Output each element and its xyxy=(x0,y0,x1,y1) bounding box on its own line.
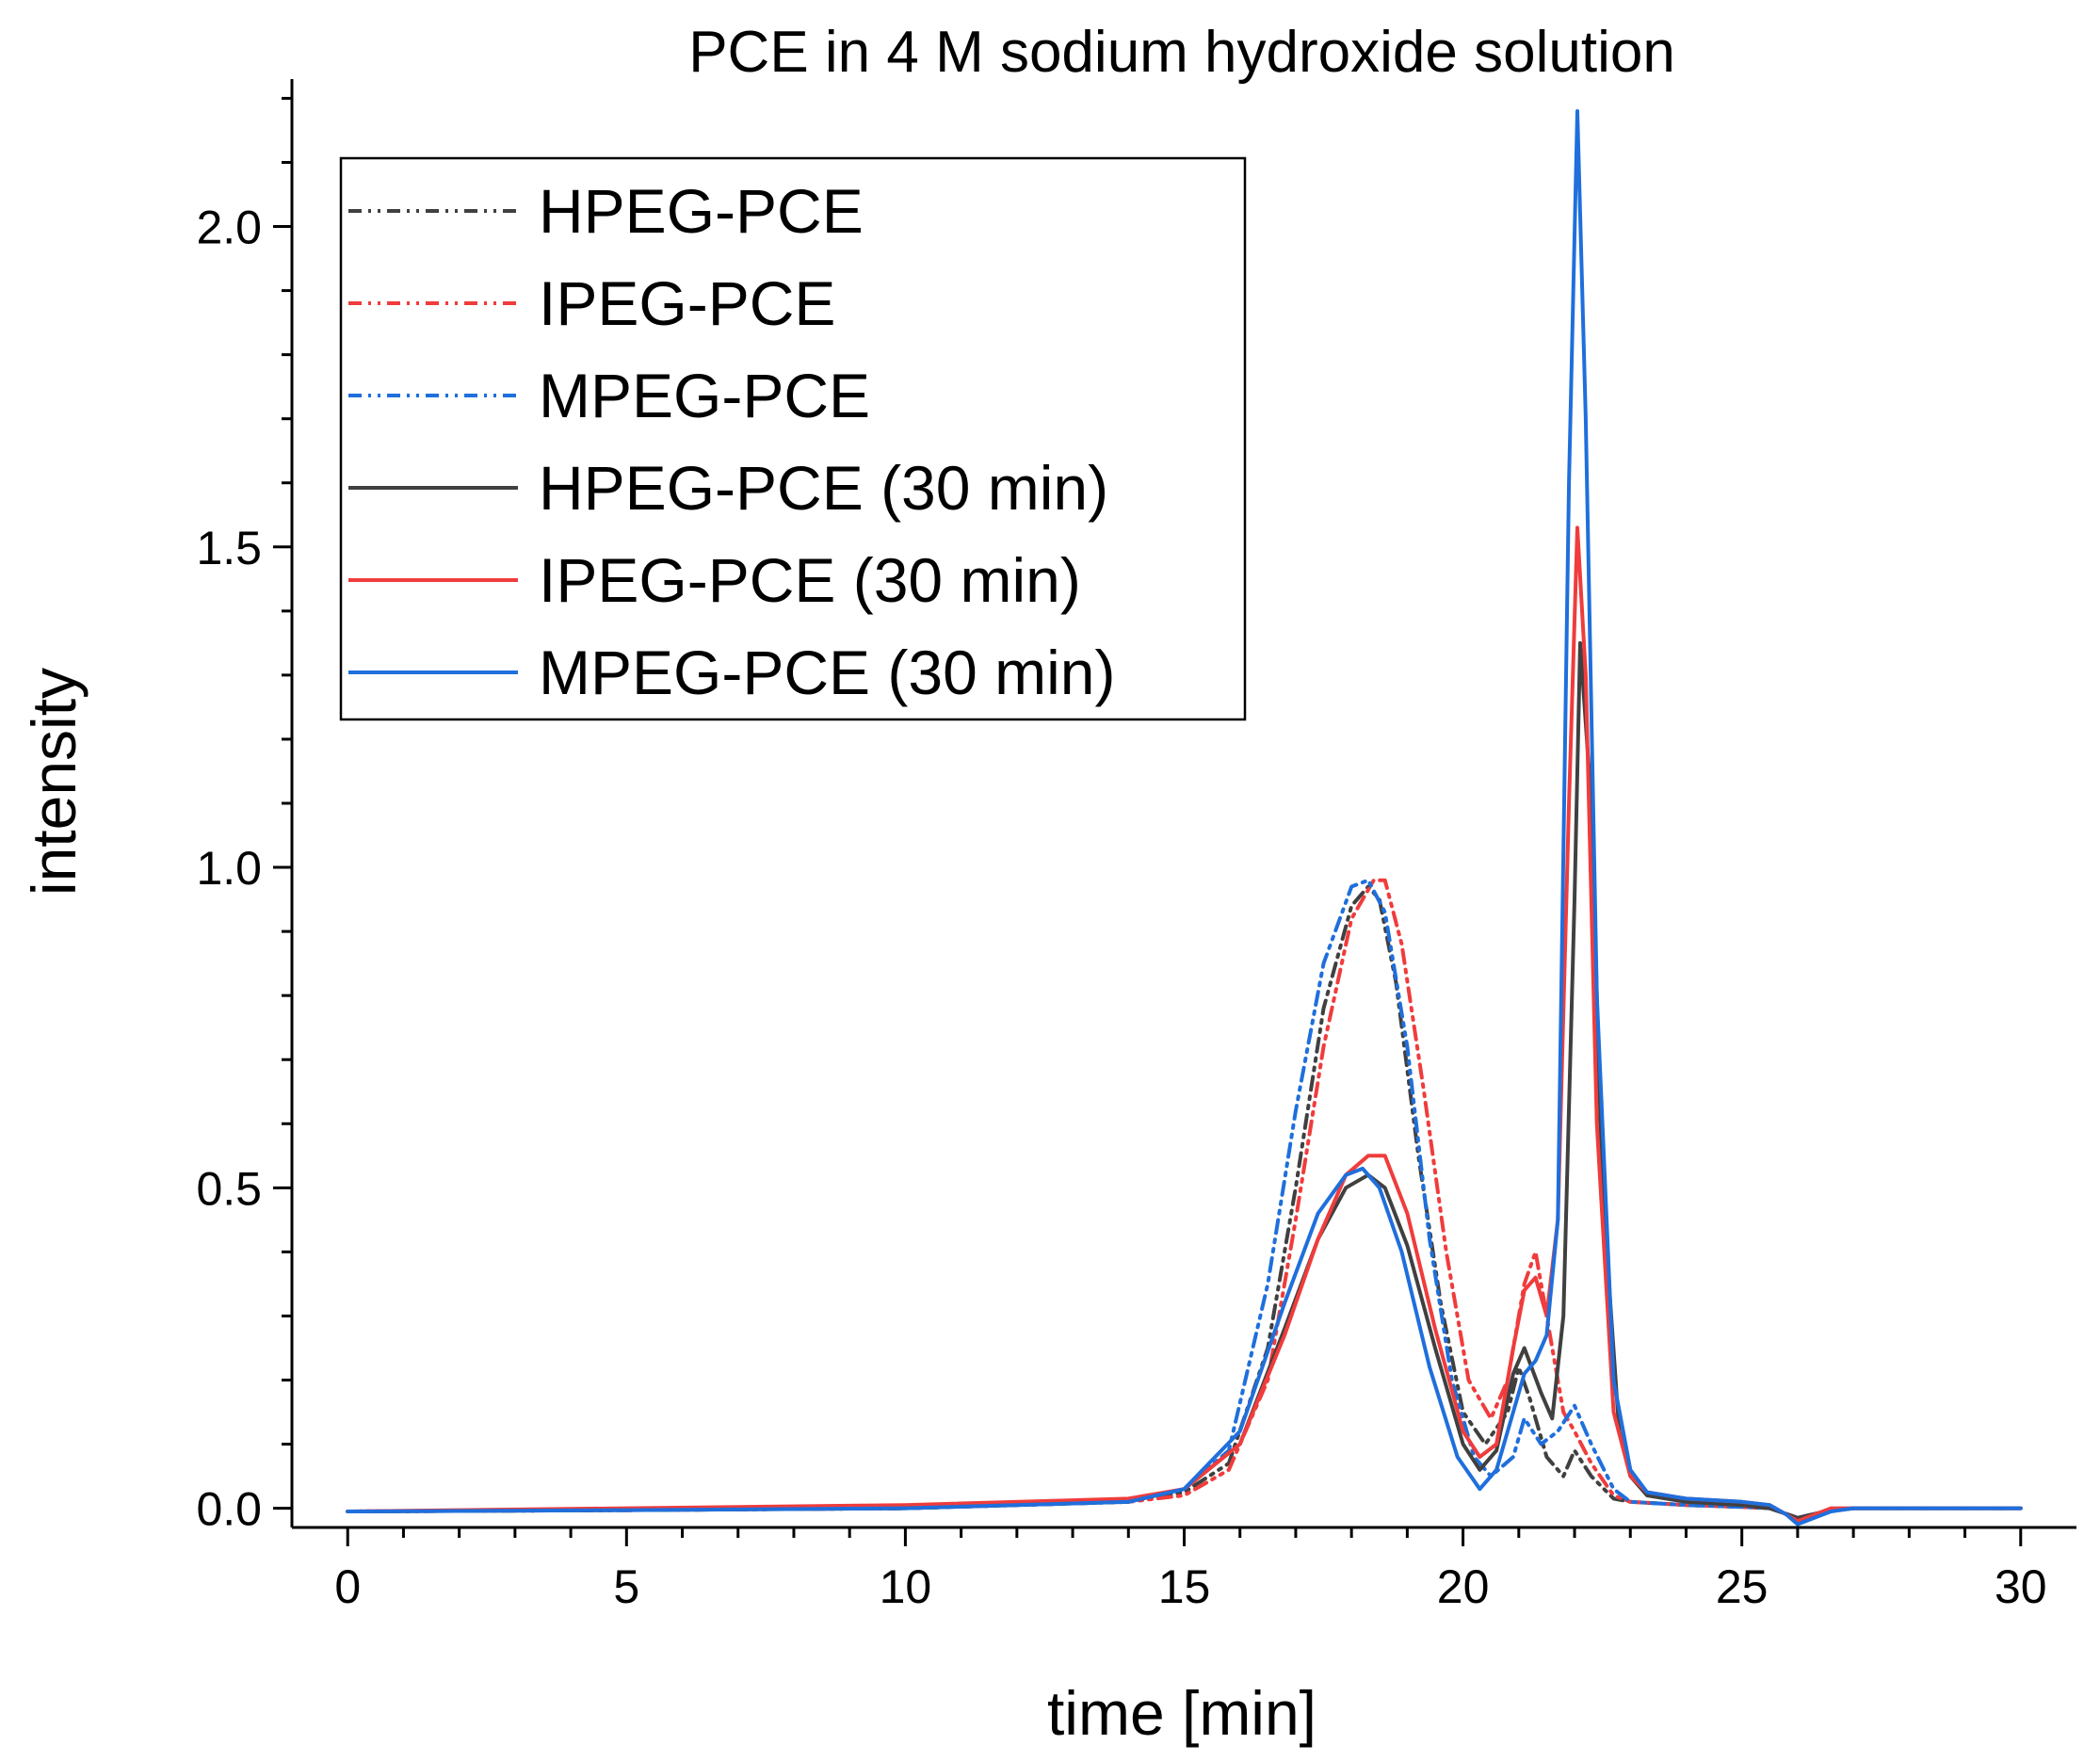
series-line-1 xyxy=(346,878,2023,1520)
series-line-0 xyxy=(346,884,2023,1520)
chart-title: PCE in 4 M sodium hydroxide solution xyxy=(688,20,1675,85)
legend-label-2: MPEG-PCE xyxy=(539,361,870,430)
x-tick-label: 30 xyxy=(1995,1560,2047,1613)
x-tick-label: 10 xyxy=(880,1560,932,1613)
x-tick-label: 25 xyxy=(1716,1560,1769,1613)
x-tick-label: 20 xyxy=(1437,1560,1490,1613)
y-tick-label: 1.0 xyxy=(196,842,262,895)
y-tick-label: 2.0 xyxy=(196,202,262,254)
y-axis-ticks: 0.0 0.5 1.0 1.5 2.0 xyxy=(196,96,292,1536)
legend: HPEG-PCE IPEG-PCE MPEG-PCE HPEG-PCE (30 min… xyxy=(339,156,1247,721)
x-axis-title: time [min] xyxy=(1047,1678,1317,1748)
x-tick-label: 0 xyxy=(334,1560,361,1613)
legend-label-5: MPEG-PCE (30 min) xyxy=(539,638,1115,707)
y-axis-title: intensity xyxy=(19,668,89,896)
y-tick-label: 0.5 xyxy=(196,1162,262,1215)
x-tick-label: 5 xyxy=(613,1560,639,1613)
series-line-5 xyxy=(346,109,2023,1527)
x-axis-ticks: 0 5 10 15 20 25 30 xyxy=(334,1527,2047,1613)
series-layer xyxy=(346,109,2023,1527)
y-tick-label: 1.5 xyxy=(196,522,262,574)
legend-label-4: IPEG-PCE (30 min) xyxy=(539,545,1081,615)
x-tick-label: 15 xyxy=(1158,1560,1211,1613)
y-tick-label: 0.0 xyxy=(196,1483,262,1536)
legend-label-3: HPEG-PCE (30 min) xyxy=(539,453,1108,523)
series-line-3 xyxy=(346,640,2023,1520)
legend-box xyxy=(339,156,1247,721)
legend-label-0: HPEG-PCE xyxy=(539,176,864,246)
series-line-2 xyxy=(346,878,2023,1520)
legend-label-1: IPEG-PCE xyxy=(539,268,835,338)
